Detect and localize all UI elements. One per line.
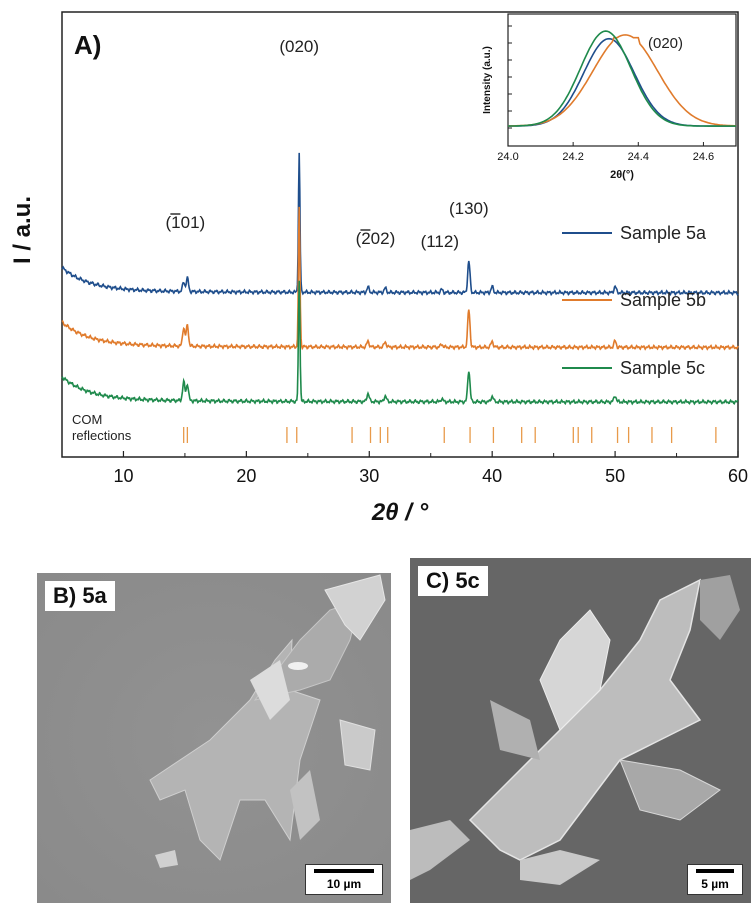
inset-x-tick-label: 24.4 [628, 151, 649, 163]
peak-label: (112) [421, 232, 459, 251]
x-tick-label: 40 [482, 466, 502, 486]
x-axis-ticks: 10 20 30 40 50 60 [61, 451, 748, 486]
panel-b-scale-line [314, 869, 374, 873]
x-axis-label: 2θ / ° [371, 499, 429, 526]
x-tick-label: 50 [605, 466, 625, 486]
legend-label: Sample 5b [620, 290, 706, 310]
legend-label: Sample 5c [620, 358, 705, 378]
inset-x-tick-label: 24.2 [562, 151, 583, 163]
reflections-label-line1: COM [72, 412, 102, 427]
inset-series-line-3 [508, 30, 736, 127]
inset-x-tick-label: 24.6 [693, 151, 714, 163]
sem-image-5a [37, 573, 391, 903]
x-tick-label: 10 [113, 466, 133, 486]
panel-b: B) 5a 10 µm [37, 573, 391, 903]
peak-label: (020) [279, 37, 319, 56]
panel-c-scale-bar: 5 µm [687, 864, 743, 895]
inset-x-axis-label: 2θ(°) [610, 169, 634, 181]
legend: Sample 5a Sample 5b Sample 5c [562, 223, 707, 378]
com-reflection-markers [183, 427, 717, 443]
y-axis-label: I / a.u. [9, 196, 36, 264]
peak-annotations: (101) (020) (202) (112) (130) [166, 37, 489, 251]
xrd-plot-frame [61, 11, 739, 458]
reflections-label-line2: reflections [72, 428, 132, 443]
panel-c-scale-line [696, 869, 734, 873]
peak-label: (202) [356, 229, 396, 248]
panel-b-scale-text: 10 µm [326, 877, 362, 891]
inset-y-axis-label: Intensity (a.u.) [482, 46, 493, 114]
inset-traces [508, 30, 736, 127]
panel-b-label: B) 5a [45, 581, 115, 611]
legend-label: Sample 5a [620, 223, 707, 243]
panel-c-scale-text: 5 µm [701, 877, 729, 891]
x-tick-label: 60 [728, 466, 748, 486]
panel-a-label: A) [74, 30, 101, 60]
series-line-3 [61, 280, 739, 406]
inset-series-line-2 [508, 34, 736, 127]
x-tick-label: 30 [359, 466, 379, 486]
inset-annotation: (020) [648, 35, 683, 52]
sem-image-5c [410, 558, 751, 903]
series-line-2 [61, 206, 739, 351]
inset-x-tick-label: 24.0 [497, 151, 518, 163]
series-line-1 [61, 152, 739, 297]
panel-b-scale-bar: 10 µm [305, 864, 383, 895]
panel-c-label: C) 5c [418, 566, 488, 596]
xrd-traces [61, 152, 739, 406]
panel-c: C) 5c 5 µm [410, 558, 751, 903]
peak-label: (101) [166, 213, 206, 232]
peak-label: (130) [449, 199, 489, 218]
x-tick-label: 20 [236, 466, 256, 486]
inset-x-ticks: 24.0 24.2 24.4 24.6 [497, 25, 714, 163]
